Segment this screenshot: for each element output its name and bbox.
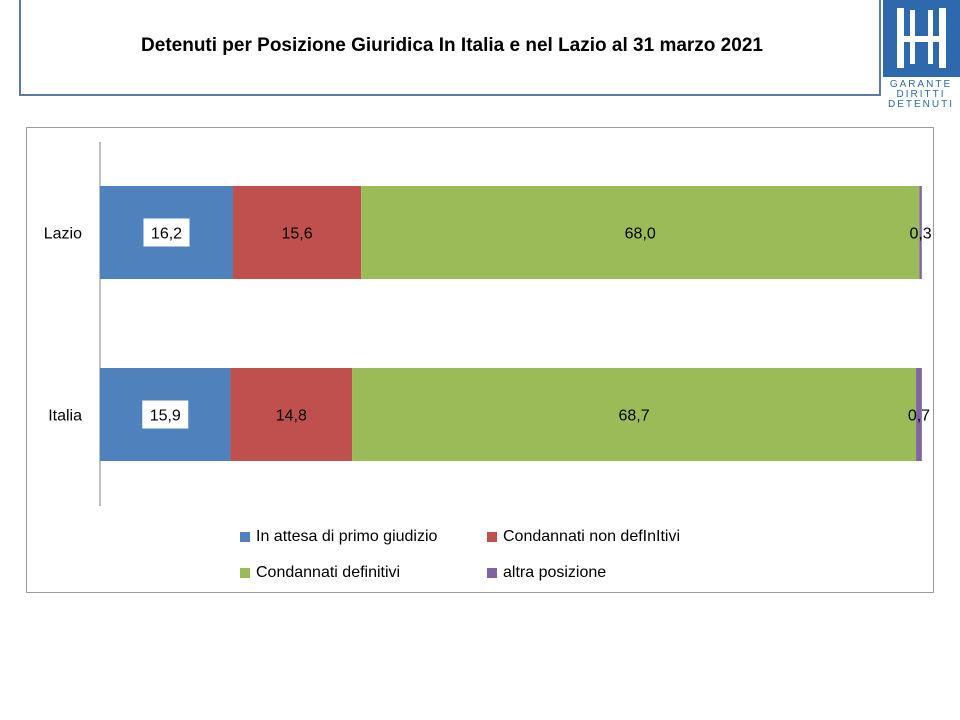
- legend-item-2: Condannati definitivi: [240, 564, 400, 582]
- label-box-italia-series-0: [142, 400, 189, 429]
- bar-lazio-series-2: [361, 186, 920, 279]
- data-label-lazio-series-2: 68,0: [625, 226, 656, 243]
- data-label-italia-series-0: 15,9: [150, 408, 181, 425]
- chart-plot: Lazio 16,2 15,6 68,0 0,3 Italia 15,9 14,8 68,7 0,…: [44, 142, 932, 506]
- logo-text-3: DETENUTI: [888, 99, 954, 110]
- label-box-lazio-series-0: [143, 218, 190, 247]
- legend-swatch-2: [240, 568, 250, 578]
- category-label-lazio: Lazio: [44, 226, 82, 243]
- bar-lazio-series-1: [233, 186, 362, 279]
- chart-area: Lazio 16,2 15,6 68,0 0,3 Italia 15,9 14,8 68,7 0,…: [26, 127, 934, 593]
- data-label-lazio-series-1: 15,6: [281, 226, 312, 243]
- data-label-italia-series-3: 0,7: [908, 408, 930, 425]
- legend-item-0: In attesa di primo giudizio: [240, 528, 437, 546]
- logo-text-2: DIRITTI: [897, 89, 946, 100]
- data-label-lazio-series-3: 0,3: [909, 226, 931, 243]
- garante-logo: GARANTE DIRITTI DETENUTI: [883, 0, 960, 110]
- logo-text-1: GARANTE: [890, 79, 952, 90]
- data-label-lazio-series-0: 16,2: [151, 226, 182, 243]
- category-label-italia: Italia: [48, 408, 82, 425]
- legend-label-1: Condannati non defInItivi: [503, 528, 681, 545]
- data-label-italia-series-2: 68,7: [618, 408, 649, 425]
- data-label-italia-series-1: 14,8: [276, 408, 307, 425]
- legend-label-3: altra posizione: [503, 564, 607, 581]
- legend-item-3: altra posizione: [487, 564, 606, 582]
- chart-title: Detenuti per Posizione Giuridica In Ital…: [141, 35, 763, 56]
- bar-lazio-series-3: [919, 186, 922, 279]
- legend-item-1: Condannati non defInItivi: [487, 528, 680, 546]
- legend-label-0: In attesa di primo giudizio: [256, 528, 438, 545]
- bar-italia-series-3: [916, 368, 922, 461]
- legend-swatch-1: [487, 532, 497, 542]
- title-box: Detenuti per Posizione Giuridica In Ital…: [19, 0, 881, 96]
- legend-swatch-3: [487, 568, 497, 578]
- legend-label-2: Condannati definitivi: [256, 564, 401, 581]
- legend-swatch-0: [240, 532, 250, 542]
- bar-italia-series-1: [230, 368, 353, 461]
- bar-italia-series-2: [352, 368, 917, 461]
